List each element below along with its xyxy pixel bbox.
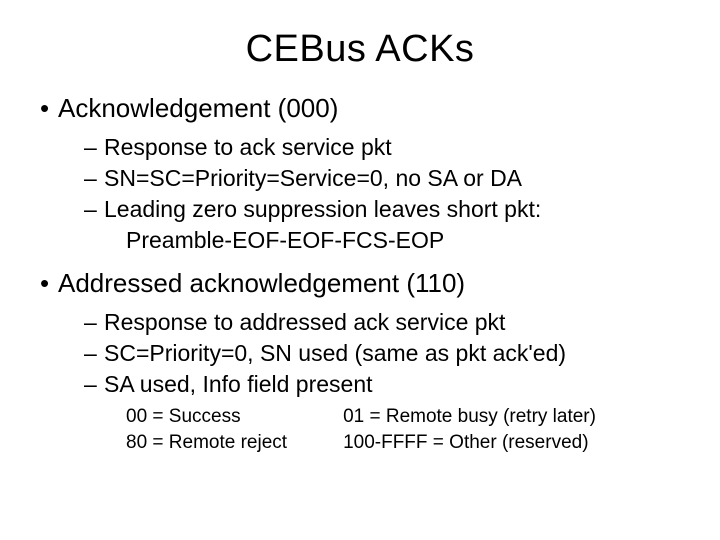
bullet-ack-heading: Acknowledgement (000) <box>40 93 680 124</box>
bullet-ack-item-3: Leading zero suppression leaves short pk… <box>40 196 680 223</box>
slide: CEBus ACKs Acknowledgement (000) Respons… <box>0 0 720 540</box>
codes-col-2: 01 = Remote busy (retry later) 100-FFFF … <box>343 406 596 454</box>
bullet-addr-item-1: Response to addressed ack service pkt <box>40 309 680 336</box>
slide-title: CEBus ACKs <box>40 28 680 71</box>
code-01: 01 = Remote busy (retry later) <box>343 406 596 428</box>
bullet-ack-sub: Preamble-EOF-EOF-FCS-EOP <box>40 227 680 254</box>
bullet-addr-heading: Addressed acknowledgement (110) <box>40 268 680 299</box>
codes-col-1: 00 = Success 80 = Remote reject <box>126 406 287 454</box>
bullet-addr-item-2: SC=Priority=0, SN used (same as pkt ack'… <box>40 340 680 367</box>
code-100-ffff: 100-FFFF = Other (reserved) <box>343 432 596 454</box>
codes-block: 00 = Success 80 = Remote reject 01 = Rem… <box>40 406 680 454</box>
bullet-addr-item-3: SA used, Info field present <box>40 371 680 398</box>
code-00: 00 = Success <box>126 406 287 428</box>
code-80: 80 = Remote reject <box>126 432 287 454</box>
bullet-ack-item-1: Response to ack service pkt <box>40 134 680 161</box>
bullet-ack-item-2: SN=SC=Priority=Service=0, no SA or DA <box>40 165 680 192</box>
